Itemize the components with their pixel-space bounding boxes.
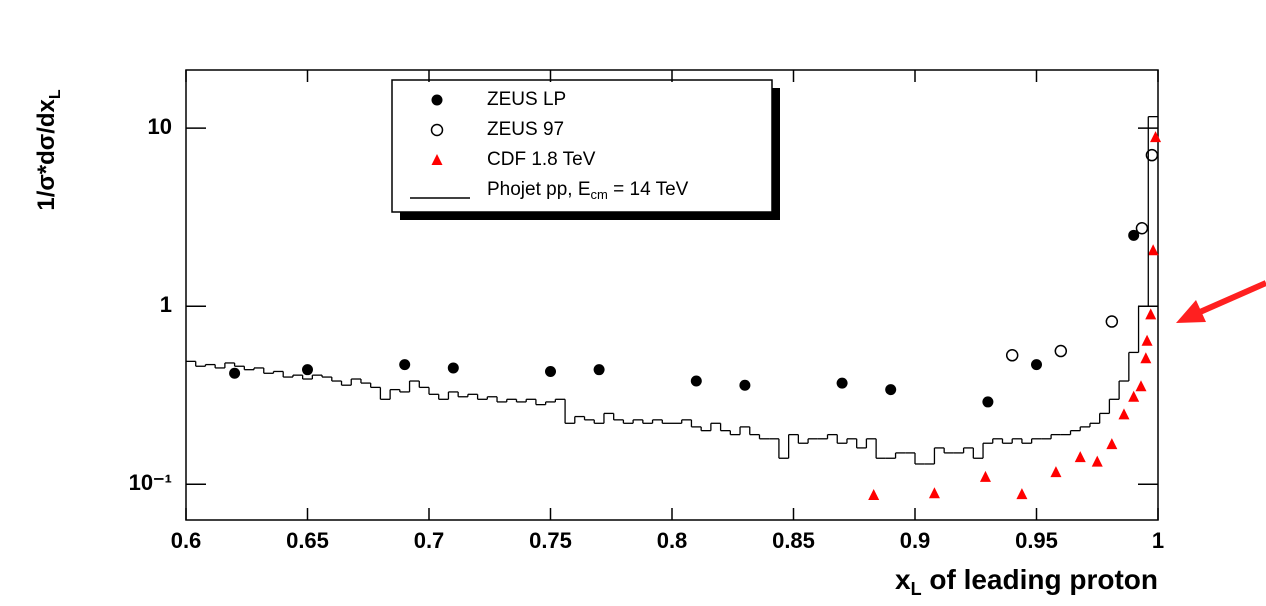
data-point xyxy=(1147,244,1159,256)
legend xyxy=(391,79,773,213)
arrow-head xyxy=(1176,300,1206,323)
data-point xyxy=(1145,148,1159,162)
data-point xyxy=(1031,359,1042,371)
data-point xyxy=(928,487,940,499)
data-point xyxy=(1141,334,1153,346)
legend-label: CDF 1.8 TeV xyxy=(487,149,596,170)
y-label-main: 1/σ*dσ/dx xyxy=(33,98,60,210)
x-axis-label: xL of leading proton xyxy=(895,564,1158,598)
y-tick-label: 1 xyxy=(160,292,172,317)
data-point xyxy=(1135,380,1147,392)
data-point xyxy=(1140,352,1152,364)
data-point xyxy=(1050,466,1062,478)
y-axis-label: 1/σ*dσ/dxL xyxy=(33,89,64,211)
legend-marker xyxy=(430,123,444,137)
x-label-sub: L xyxy=(911,579,922,599)
data-point xyxy=(447,362,459,374)
arrow xyxy=(1176,280,1266,323)
x-label-tail: of leading proton xyxy=(922,564,1158,595)
x-tick-label: 0.8 xyxy=(657,528,688,553)
data-point xyxy=(979,470,991,482)
legend-label-part: Phojet pp, E xyxy=(487,179,591,200)
data-point xyxy=(1145,308,1157,320)
data-point xyxy=(1128,390,1140,402)
data-point xyxy=(739,379,751,391)
data-point xyxy=(1074,451,1086,463)
y-tick-label: 10 xyxy=(148,114,172,139)
legend-label-part: = 14 TeV xyxy=(608,179,689,200)
data-point xyxy=(1105,315,1119,328)
y-label-sub: L xyxy=(47,89,64,99)
x-tick-label: 0.95 xyxy=(1015,528,1058,553)
legend-label: Phojet pp, Ecm = 14 TeV xyxy=(487,179,689,202)
data-point xyxy=(545,365,556,377)
legend-marker xyxy=(431,94,443,106)
data-point xyxy=(1091,455,1103,467)
legend-label-part: cm xyxy=(591,187,608,202)
x-tick-label: 0.9 xyxy=(900,528,931,553)
arrow-shaft xyxy=(1198,280,1266,315)
x-tick-label: 1 xyxy=(1152,528,1164,553)
data-point xyxy=(1128,229,1140,241)
data-point xyxy=(229,367,241,379)
x-tick-label: 0.7 xyxy=(414,528,445,553)
data-point xyxy=(1150,131,1162,143)
data-point xyxy=(1118,408,1130,420)
data-point xyxy=(836,377,848,389)
data-point xyxy=(1106,438,1118,450)
data-point xyxy=(982,396,994,408)
x-tick-label: 0.75 xyxy=(529,528,572,553)
x-tick-label: 0.6 xyxy=(171,528,202,553)
data-point xyxy=(1135,221,1149,235)
data-point xyxy=(302,364,313,376)
y-tick-label: 10⁻¹ xyxy=(129,470,172,495)
x-tick-label: 0.85 xyxy=(772,528,815,553)
data-point xyxy=(1054,344,1068,358)
data-point xyxy=(399,359,411,371)
data-point xyxy=(690,375,702,387)
data-point xyxy=(1005,349,1019,362)
y-label-text: 1/σ*dσ/dxL xyxy=(33,89,64,211)
legend-label: ZEUS 97 xyxy=(487,119,564,140)
data-point xyxy=(1016,488,1028,500)
data-point xyxy=(885,384,897,396)
data-point xyxy=(593,364,605,376)
x-tick-label: 0.65 xyxy=(286,528,329,553)
legend-marker xyxy=(431,154,443,165)
x-label-main: x xyxy=(895,564,911,595)
legend-label: ZEUS LP xyxy=(487,89,566,110)
data-point xyxy=(868,489,880,501)
